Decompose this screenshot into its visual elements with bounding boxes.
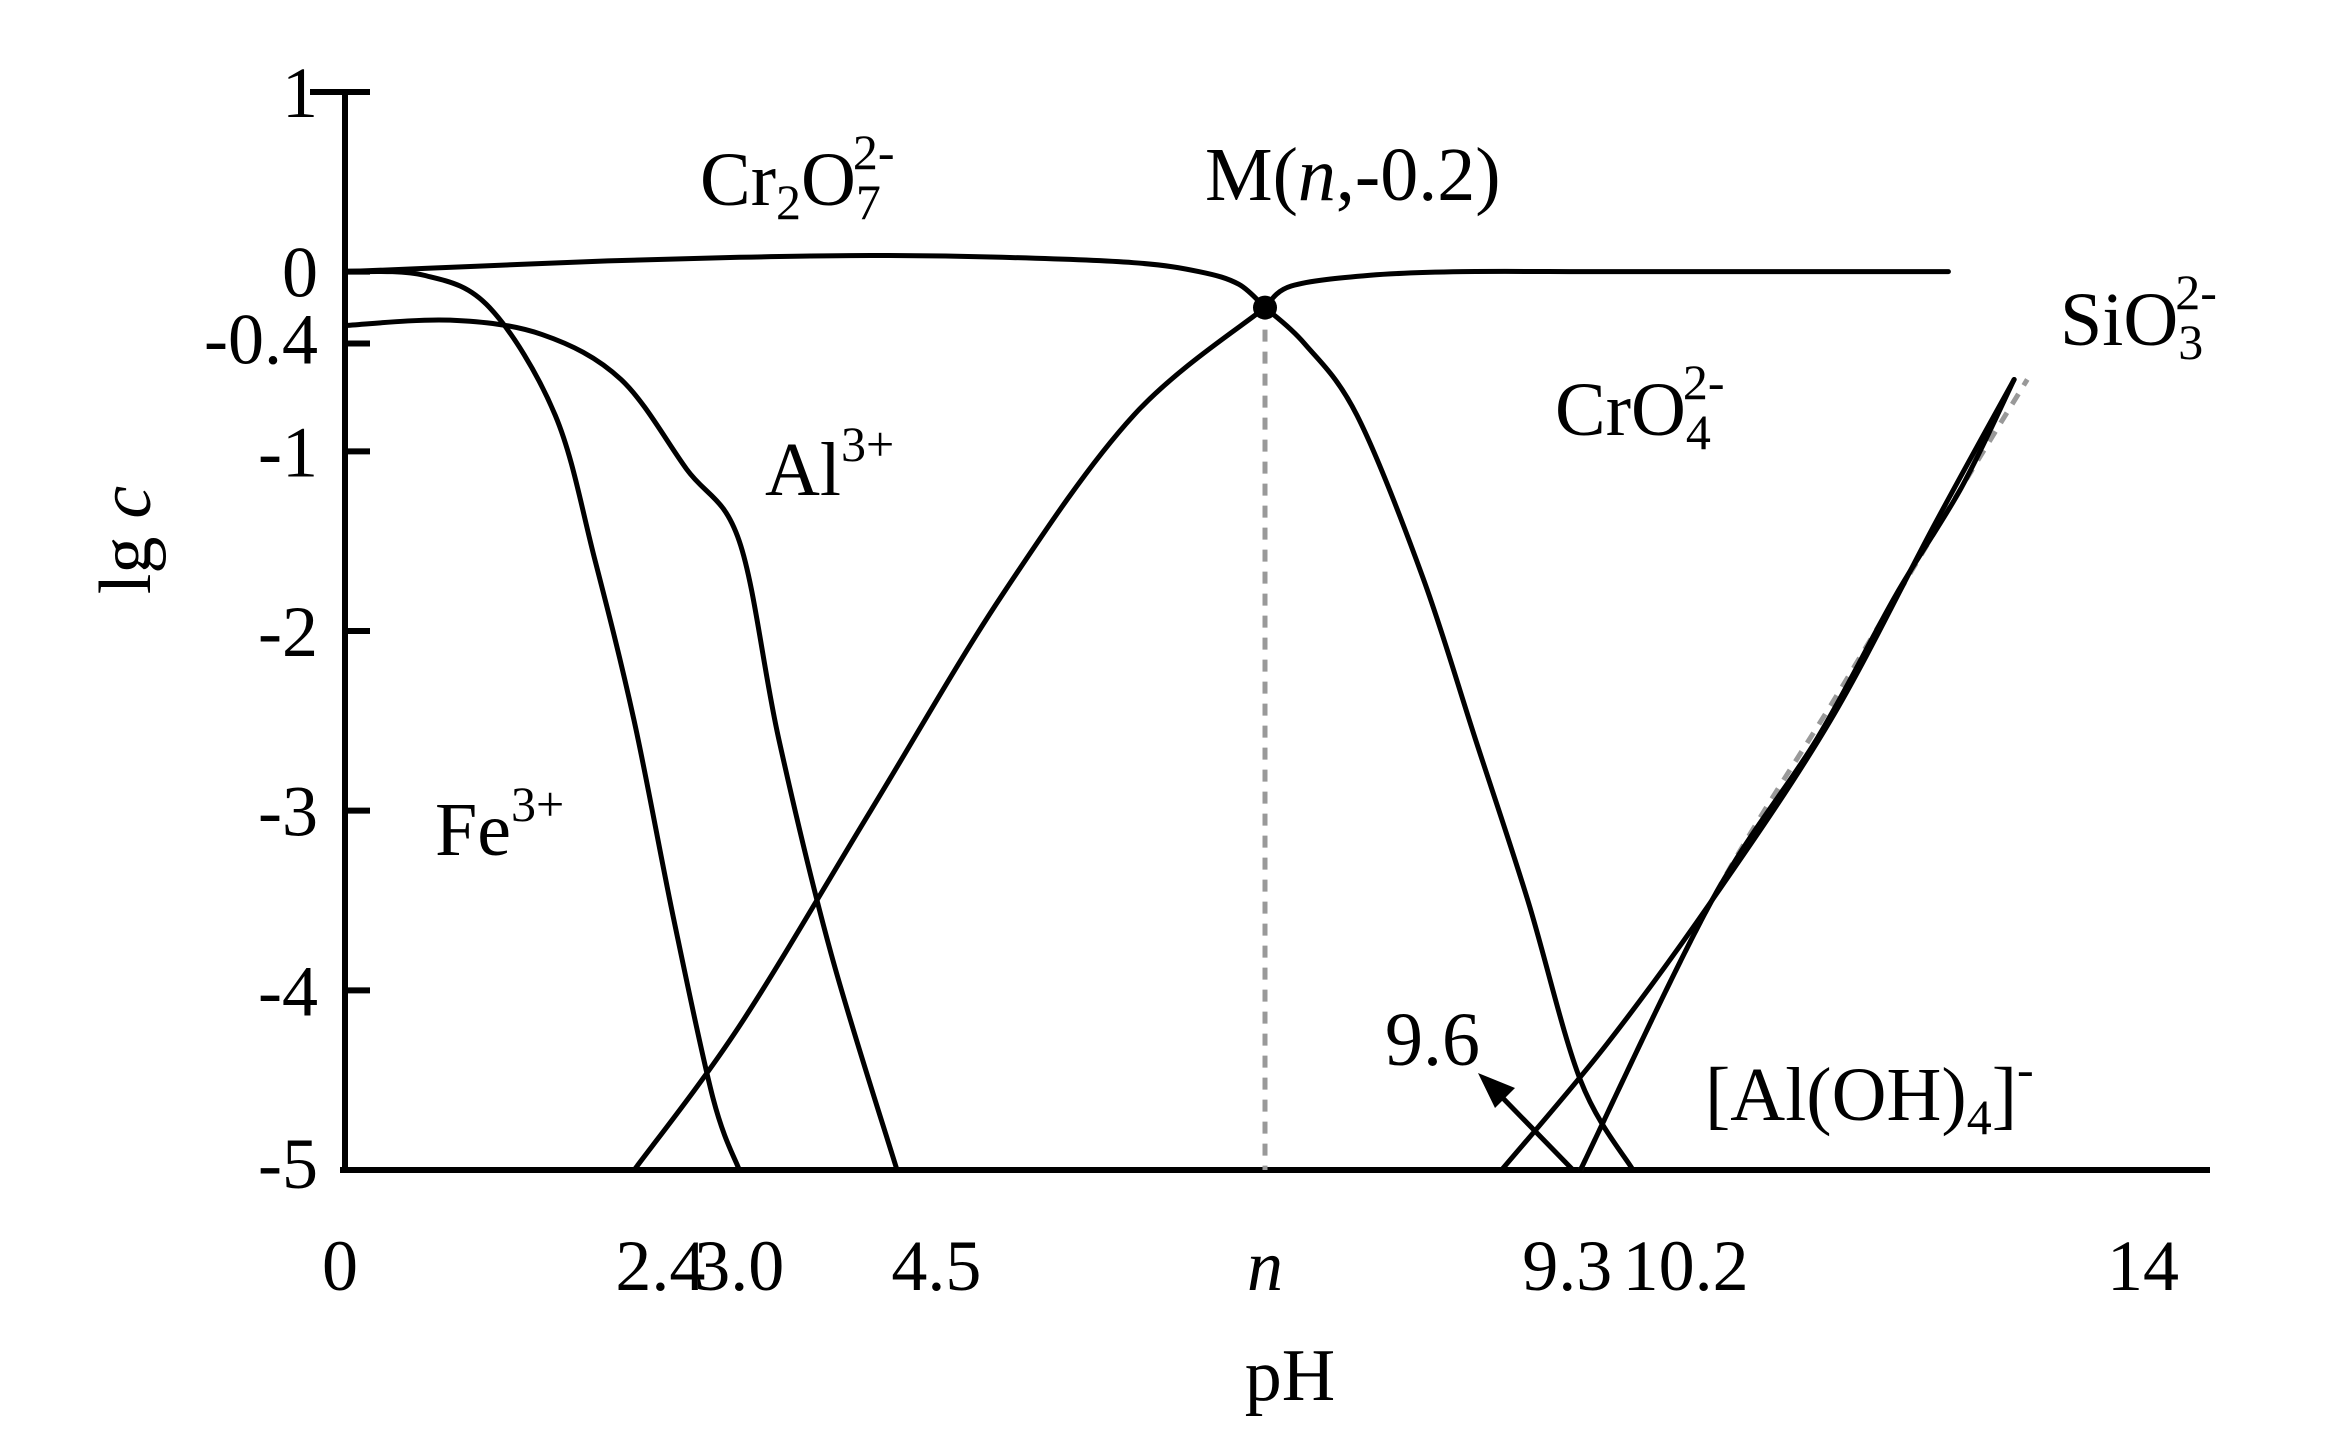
label-aloh4: [Al(OH)4]-	[1705, 1041, 2034, 1145]
y-tick-label: 1	[282, 53, 318, 133]
arrow-9-6-line	[1493, 1088, 1575, 1172]
x-axis-title: pH	[1245, 1335, 1335, 1417]
x-tick-label: 9.3	[1522, 1226, 1612, 1306]
arrow-9-6-head	[1478, 1073, 1515, 1108]
series-line-cr2o7-2-	[342, 252, 1268, 311]
y-axis-title-var: c	[85, 486, 167, 519]
x-tick-label: 10.2	[1623, 1226, 1749, 1306]
label-al3: Al3+	[765, 416, 894, 512]
y-tick-label: 0	[282, 233, 318, 313]
series-line-cro4-2-right	[1262, 305, 1636, 1173]
series-line--al-oh-4-rising	[1499, 376, 2017, 1173]
x-tick-label: 0	[322, 1226, 358, 1306]
x-tick-label: 4.5	[891, 1226, 981, 1306]
y-tick-label: -5	[258, 1124, 318, 1204]
y-tick-label: -1	[258, 412, 318, 492]
label-fe3: Fe3+	[435, 776, 564, 872]
y-tick-label: -3	[258, 772, 318, 852]
label-sio3: SiO32-	[2060, 264, 2217, 370]
curves	[342, 252, 2017, 1173]
dashed-line	[1578, 378, 2030, 1172]
x-tick-label: 14	[2107, 1226, 2179, 1306]
point-m	[1253, 295, 1277, 320]
x-tick-label: n	[1247, 1226, 1283, 1306]
y-axis-title-main: lg	[85, 537, 167, 595]
y-tick-label: -0.4	[204, 300, 318, 380]
x-tick-label: 3.0	[694, 1226, 784, 1306]
y-tick-label: -4	[258, 951, 318, 1031]
series-line-fe3-	[342, 268, 742, 1173]
series-line-al3-	[342, 317, 900, 1173]
series-line-cro4-2-	[1262, 268, 1951, 311]
series-line-sio3-2-	[1577, 376, 2017, 1173]
label-cro4: CrO42-	[1555, 354, 1725, 460]
label-point-m: M(n,-0.2)	[1205, 133, 1501, 217]
y-axis-title: lg c	[85, 486, 167, 595]
label-cr2o7: Cr2O72-	[700, 124, 895, 230]
series-line--al-oh-4-	[631, 305, 1268, 1173]
label-9-6: 9.6	[1385, 998, 1480, 1082]
tick-group: 10-0.4-1-2-3-4-50 2.43.0 4.5 n 9.3 10.2 14	[204, 53, 2179, 1306]
x-tick-label: 2.4	[615, 1226, 705, 1306]
y-tick-label: -2	[258, 592, 318, 672]
